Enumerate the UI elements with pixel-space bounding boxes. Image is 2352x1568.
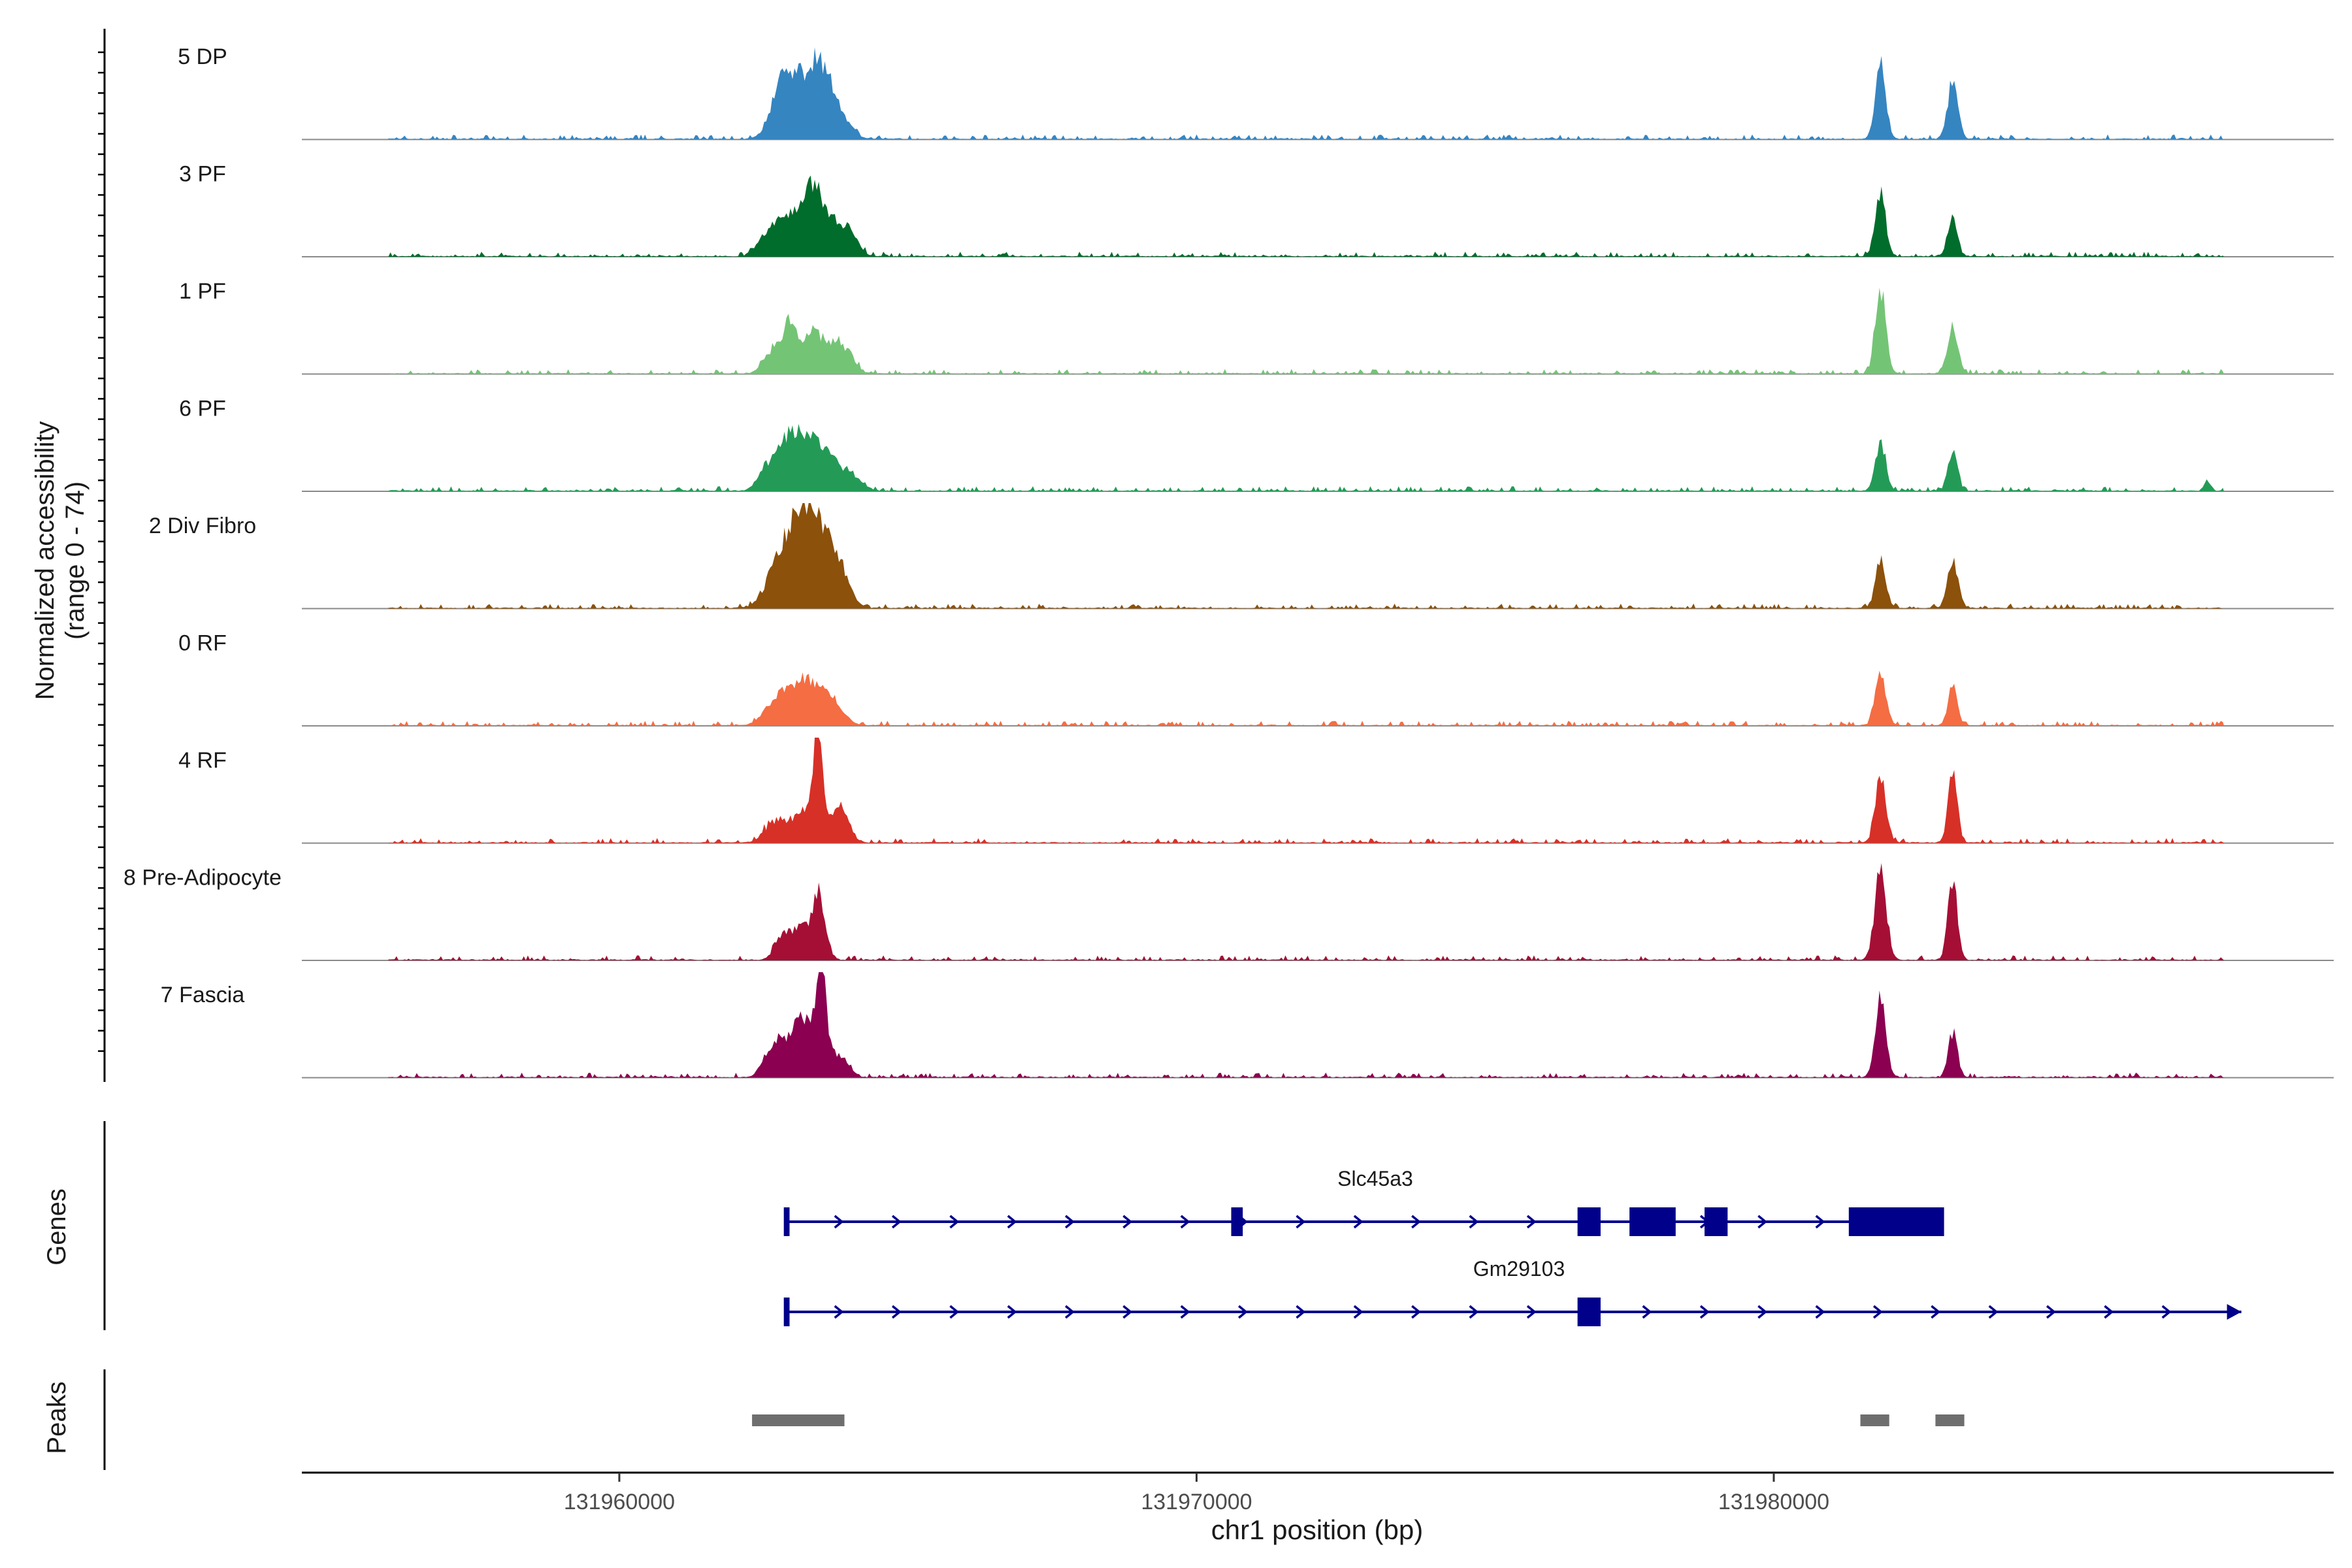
x-axis: 131960000 131970000 131980000 bbox=[302, 1471, 2334, 1514]
track-5-dp: 5 DP bbox=[178, 44, 2334, 140]
x-axis-title: chr1 position (bp) bbox=[1211, 1514, 1424, 1545]
strand-arrow bbox=[1180, 1215, 1190, 1229]
strand-arrow bbox=[1064, 1305, 1075, 1319]
gene-slc45a3: Slc45a3 bbox=[783, 1167, 1944, 1236]
strand-arrow bbox=[891, 1215, 902, 1229]
exon bbox=[1629, 1207, 1676, 1236]
gene-annotation-track: Slc45a3 Gm29103 bbox=[103, 1121, 2242, 1330]
exon bbox=[1848, 1207, 1944, 1236]
strand-arrow bbox=[834, 1215, 844, 1229]
track-label: 6 PF bbox=[179, 397, 226, 421]
gene-end-arrow bbox=[2227, 1304, 2242, 1320]
y-axis-label-line2: (range 0 - 74) bbox=[61, 482, 90, 640]
peak-region bbox=[1935, 1414, 1965, 1426]
strand-arrow bbox=[1064, 1215, 1075, 1229]
coverage-tracks: 5 DP 3 PF 1 PF 6 PF 2 Div Fibro 0 RF 4 RF 8 Pre… bbox=[123, 44, 2334, 1079]
exon bbox=[1231, 1207, 1243, 1236]
track-label: 3 PF bbox=[179, 162, 226, 187]
strand-arrow bbox=[1007, 1305, 1017, 1319]
gene-gm29103: Gm29103 bbox=[783, 1257, 2242, 1326]
strand-arrow bbox=[1007, 1215, 1017, 1229]
track-label: 5 DP bbox=[178, 44, 227, 69]
strand-arrow bbox=[2104, 1305, 2114, 1319]
strand-arrow bbox=[1757, 1305, 1768, 1319]
exon bbox=[783, 1298, 790, 1326]
left-y-axis bbox=[98, 29, 106, 1082]
strand-arrow bbox=[1872, 1305, 1883, 1319]
strand-arrow bbox=[949, 1215, 960, 1229]
x-tick-label: 131980000 bbox=[1718, 1490, 1829, 1514]
strand-arrow bbox=[1469, 1305, 1479, 1319]
track-8-pre-adipocyte: 8 Pre-Adipocyte bbox=[123, 863, 2334, 961]
gene-name: Slc45a3 bbox=[1337, 1167, 1413, 1190]
track-1-pf: 1 PF bbox=[179, 279, 2334, 375]
track-2-div-fibro: 2 Div Fibro bbox=[149, 503, 2334, 610]
x-tick-label: 131970000 bbox=[1141, 1490, 1252, 1514]
track-label: 1 PF bbox=[179, 279, 226, 304]
strand-arrow bbox=[1353, 1305, 1364, 1319]
track-label: 0 RF bbox=[178, 631, 227, 656]
x-tick-label: 131960000 bbox=[564, 1490, 675, 1514]
y-axis-label-line1: Normalized accessibility bbox=[31, 421, 59, 700]
coverage-area bbox=[388, 972, 2225, 1078]
peak-region bbox=[1860, 1414, 1889, 1426]
track-3-pf: 3 PF bbox=[179, 162, 2334, 257]
exon bbox=[1577, 1298, 1601, 1326]
strand-arrow bbox=[1122, 1215, 1133, 1229]
coverage-area bbox=[388, 670, 2225, 726]
strand-arrow bbox=[1988, 1305, 1999, 1319]
peaks-track-label: Peaks bbox=[42, 1381, 71, 1454]
peak-region bbox=[752, 1414, 845, 1426]
strand-arrow bbox=[1815, 1215, 1825, 1229]
peaks-track bbox=[103, 1369, 1965, 1470]
strand-arrow bbox=[2046, 1305, 2056, 1319]
strand-arrow bbox=[1353, 1215, 1364, 1229]
strand-arrow bbox=[1411, 1215, 1421, 1229]
strand-arrow bbox=[1526, 1215, 1537, 1229]
coverage-area bbox=[388, 503, 2225, 609]
strand-arrow bbox=[1757, 1215, 1768, 1229]
strand-arrow bbox=[834, 1305, 844, 1319]
strand-arrow bbox=[1411, 1305, 1421, 1319]
strand-arrow bbox=[1699, 1305, 1710, 1319]
coverage-area bbox=[388, 423, 2225, 491]
track-label: 4 RF bbox=[178, 748, 227, 773]
exon bbox=[783, 1207, 790, 1236]
strand-arrow bbox=[1180, 1305, 1190, 1319]
strand-arrow bbox=[1238, 1305, 1248, 1319]
track-6-pf: 6 PF bbox=[179, 397, 2334, 492]
genes-track-label: Genes bbox=[42, 1188, 71, 1266]
strand-arrow bbox=[1815, 1305, 1825, 1319]
strand-arrow bbox=[1122, 1305, 1133, 1319]
coverage-area bbox=[388, 47, 2225, 140]
coverage-area bbox=[388, 863, 2225, 960]
strand-arrow bbox=[949, 1305, 960, 1319]
strand-arrow bbox=[891, 1305, 902, 1319]
strand-arrow bbox=[1296, 1215, 1306, 1229]
strand-arrow bbox=[2161, 1305, 2172, 1319]
track-label: 2 Div Fibro bbox=[149, 514, 256, 538]
coverage-area bbox=[388, 175, 2225, 257]
coverage-area bbox=[388, 738, 2225, 843]
track-0-rf: 0 RF bbox=[178, 631, 2334, 727]
track-label: 7 Fascia bbox=[161, 983, 245, 1007]
track-4-rf: 4 RF bbox=[178, 738, 2334, 844]
strand-arrow bbox=[1526, 1305, 1537, 1319]
strand-arrow bbox=[1642, 1305, 1652, 1319]
track-7-fascia: 7 Fascia bbox=[161, 972, 2334, 1079]
gene-name: Gm29103 bbox=[1473, 1257, 1565, 1281]
track-label: 8 Pre-Adipocyte bbox=[123, 866, 282, 890]
strand-arrow bbox=[1296, 1305, 1306, 1319]
strand-arrow bbox=[1931, 1305, 1941, 1319]
exon bbox=[1577, 1207, 1601, 1236]
coverage-area bbox=[388, 287, 2225, 374]
strand-arrow bbox=[1469, 1215, 1479, 1229]
exon bbox=[1705, 1207, 1728, 1236]
